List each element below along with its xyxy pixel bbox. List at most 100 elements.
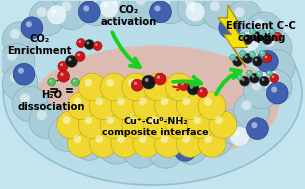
Circle shape [117, 135, 125, 143]
Circle shape [257, 50, 278, 72]
Circle shape [244, 36, 249, 41]
Circle shape [75, 51, 85, 61]
Circle shape [95, 135, 103, 143]
Circle shape [190, 85, 193, 89]
Circle shape [251, 80, 261, 90]
Circle shape [177, 0, 213, 26]
Circle shape [233, 56, 242, 66]
Circle shape [78, 111, 106, 139]
Ellipse shape [32, 46, 279, 162]
Circle shape [272, 76, 274, 78]
Circle shape [234, 93, 269, 129]
Circle shape [71, 78, 79, 86]
Circle shape [231, 56, 233, 57]
Circle shape [111, 92, 139, 120]
Circle shape [187, 83, 199, 95]
Circle shape [26, 21, 32, 27]
Circle shape [49, 80, 52, 82]
Circle shape [10, 29, 20, 39]
Circle shape [140, 143, 146, 148]
Circle shape [182, 135, 190, 143]
Circle shape [136, 139, 156, 158]
Circle shape [73, 80, 75, 82]
Circle shape [261, 31, 262, 33]
Circle shape [205, 128, 215, 138]
Circle shape [264, 37, 267, 39]
Circle shape [51, 9, 57, 15]
Circle shape [144, 73, 171, 101]
Circle shape [234, 131, 240, 136]
Circle shape [204, 98, 212, 105]
Circle shape [29, 103, 65, 139]
Circle shape [227, 0, 262, 36]
Circle shape [142, 75, 156, 89]
Circle shape [84, 116, 92, 124]
Circle shape [85, 130, 107, 151]
Circle shape [74, 135, 81, 143]
Circle shape [77, 53, 80, 56]
Circle shape [48, 78, 56, 86]
Circle shape [190, 6, 195, 12]
Circle shape [268, 71, 269, 73]
Circle shape [71, 125, 107, 160]
Circle shape [260, 50, 295, 85]
Circle shape [117, 98, 125, 105]
Circle shape [150, 79, 158, 87]
Circle shape [103, 2, 109, 8]
FancyArrowPatch shape [216, 70, 241, 94]
Circle shape [160, 0, 170, 5]
Circle shape [264, 37, 274, 47]
Circle shape [240, 76, 249, 86]
Circle shape [133, 130, 160, 157]
Circle shape [179, 144, 185, 150]
Circle shape [84, 79, 92, 87]
Circle shape [106, 116, 114, 124]
Circle shape [240, 50, 246, 56]
Circle shape [260, 76, 269, 86]
Circle shape [2, 65, 38, 101]
Circle shape [174, 139, 196, 161]
Circle shape [266, 82, 288, 104]
Circle shape [63, 116, 70, 124]
Circle shape [257, 71, 262, 77]
Circle shape [264, 73, 269, 79]
Text: Efficient C-C
coupling: Efficient C-C coupling [226, 21, 296, 43]
FancyArrowPatch shape [173, 77, 201, 85]
Circle shape [258, 72, 260, 74]
Circle shape [57, 111, 84, 139]
Text: CO₂
Enrichment: CO₂ Enrichment [8, 33, 72, 56]
Circle shape [261, 52, 262, 53]
Circle shape [77, 39, 85, 48]
Circle shape [58, 70, 70, 82]
Circle shape [148, 133, 183, 168]
Circle shape [154, 73, 166, 85]
Circle shape [161, 98, 168, 105]
Circle shape [181, 83, 184, 85]
Circle shape [86, 0, 96, 7]
Circle shape [261, 55, 267, 61]
Circle shape [224, 21, 230, 27]
Circle shape [37, 110, 47, 120]
Circle shape [240, 33, 246, 39]
FancyArrowPatch shape [173, 84, 183, 90]
Circle shape [56, 123, 66, 133]
Circle shape [187, 111, 215, 139]
Circle shape [241, 52, 242, 53]
Circle shape [270, 74, 279, 83]
Circle shape [251, 122, 257, 128]
Circle shape [95, 98, 103, 105]
Circle shape [240, 32, 260, 51]
Circle shape [100, 73, 128, 101]
Circle shape [237, 74, 242, 80]
Circle shape [217, 109, 253, 144]
Circle shape [21, 17, 43, 39]
Circle shape [257, 30, 292, 65]
Circle shape [29, 0, 65, 36]
Circle shape [262, 35, 272, 45]
Circle shape [128, 0, 163, 24]
Circle shape [252, 75, 254, 78]
Circle shape [215, 116, 223, 124]
Circle shape [131, 140, 141, 150]
Circle shape [249, 51, 256, 57]
Circle shape [255, 34, 257, 36]
